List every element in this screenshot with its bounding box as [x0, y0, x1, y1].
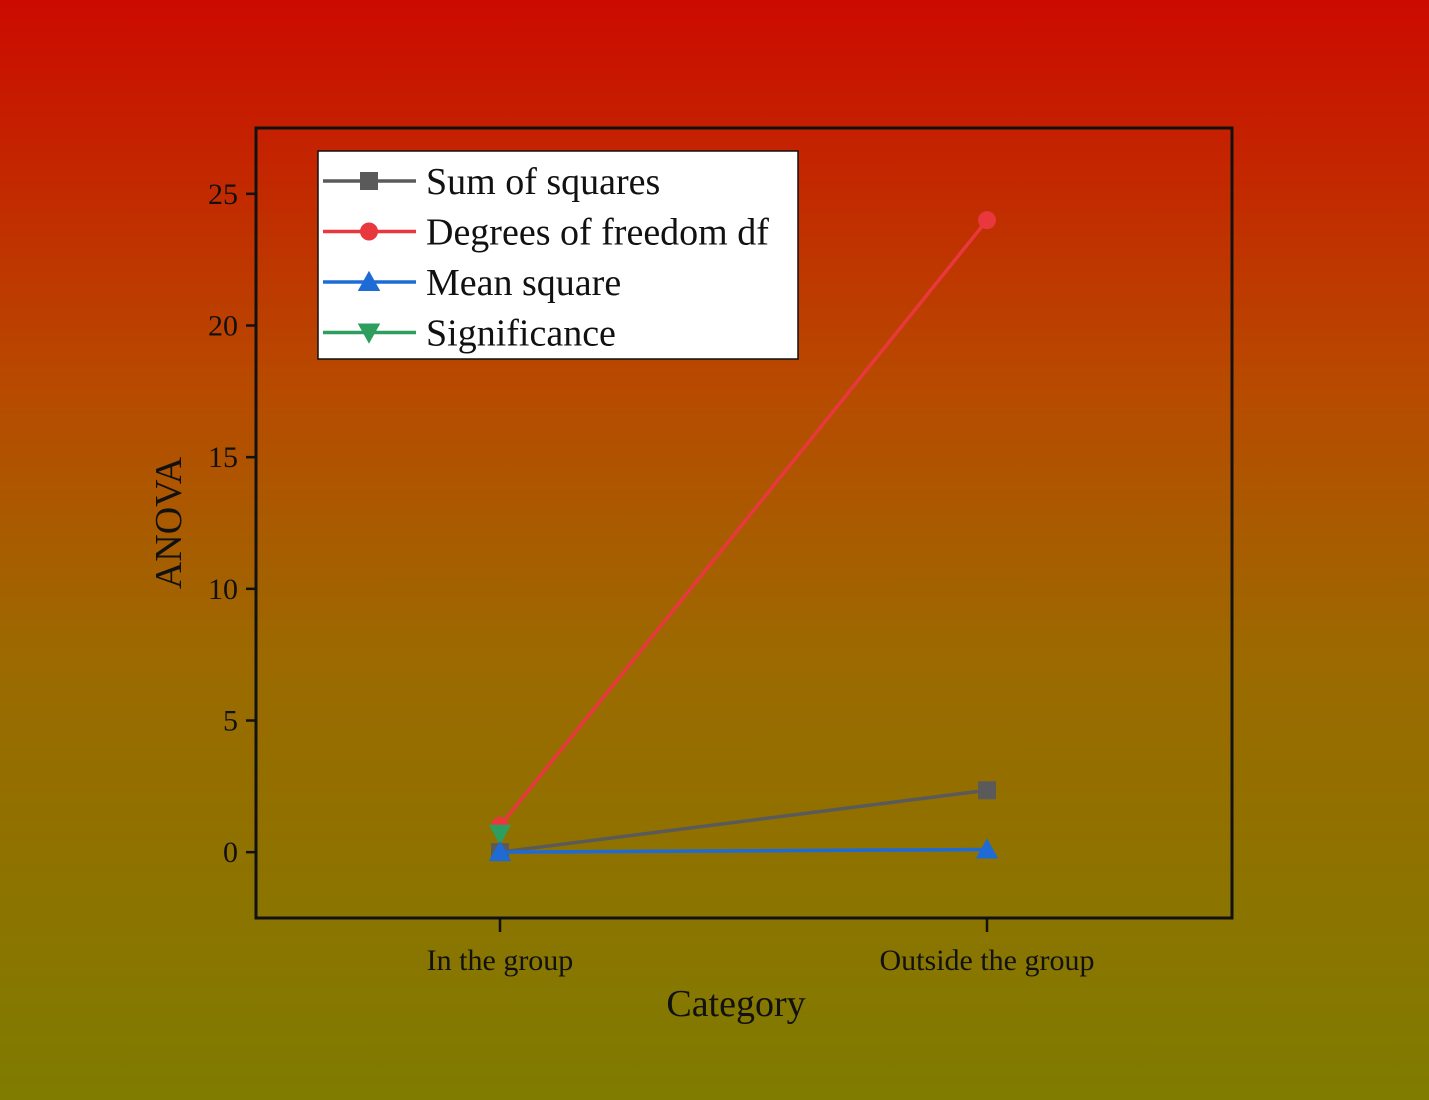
series-line — [499, 788, 988, 854]
legend: Sum of squares Degrees of freedom df Mean … — [317, 150, 799, 360]
legend-entry: Sum of squares — [323, 161, 660, 203]
legend-marker — [357, 270, 381, 291]
series-significance — [488, 824, 512, 845]
data-point — [978, 211, 996, 230]
data-point — [978, 781, 996, 800]
series-mean-square — [488, 838, 999, 862]
y-axis-title: ANOVA — [148, 456, 190, 589]
legend-entry: Degrees of freedom df — [323, 212, 769, 254]
legend-label: Degrees of freedom df — [426, 212, 769, 254]
data-point — [488, 840, 512, 862]
y-tick-label: 25 — [208, 178, 238, 211]
legend-label: Mean square — [426, 262, 621, 304]
plot-frame — [254, 126, 1234, 920]
x-axis: In the group Outside the group — [427, 918, 1095, 977]
legend-label: Significance — [426, 313, 616, 355]
legend-marker — [360, 172, 378, 190]
data-point — [488, 824, 512, 845]
legend-entry: Mean square — [323, 262, 621, 304]
series-line — [499, 847, 988, 854]
y-axis: 0 5 10 15 20 25 — [208, 178, 256, 869]
x-axis-title: Category — [666, 983, 805, 1025]
series-line — [498, 219, 989, 827]
x-tick-label: In the group — [427, 944, 574, 977]
series-layer — [488, 211, 999, 862]
data-point — [975, 838, 999, 859]
legend-marker — [357, 323, 381, 344]
y-tick-label: 5 — [223, 705, 238, 738]
legend-marker — [360, 222, 378, 241]
x-tick-label: Outside the group — [880, 944, 1095, 977]
legend-label: Sum of squares — [426, 161, 660, 203]
y-tick-label: 10 — [208, 573, 238, 606]
legend-entry: Significance — [323, 313, 616, 355]
legend-box — [317, 150, 799, 360]
y-tick-label: 20 — [208, 310, 238, 343]
y-tick-label: 15 — [208, 441, 238, 474]
y-tick-label: 0 — [223, 836, 238, 869]
